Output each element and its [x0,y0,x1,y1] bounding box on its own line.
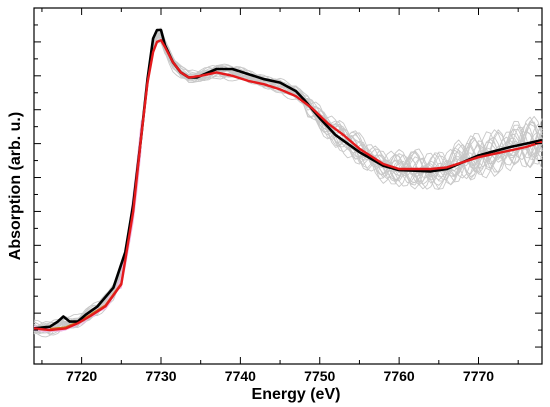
x-axis-title: Energy (eV) [252,386,341,403]
grey-curve [33,29,543,329]
x-tick-label: 7760 [384,368,415,384]
grey-curve [33,32,543,330]
grey-curve [33,32,543,329]
grey-curve [33,34,543,333]
x-tick-label: 7750 [304,368,335,384]
x-tick-labels: 7720 7730 7740 7750 7760 7770 [66,368,494,384]
main-curves [33,28,543,332]
grey-curve [33,32,543,332]
pink-curve [33,126,142,331]
grey-curve [33,29,543,332]
x-tick-label: 7720 [66,368,97,384]
grey-curve [33,34,543,329]
x-tick-label: 7770 [463,368,494,384]
grey-curve [33,31,543,331]
x-tick-label: 7730 [145,368,176,384]
x-tick-label: 7740 [225,368,256,384]
pink-curve [33,149,142,333]
pink-curves [33,120,142,333]
black-series-line [33,28,543,330]
plot-frame [33,7,543,365]
pink-curve [33,142,142,332]
grey-curve [33,35,543,333]
red-series-line [33,39,543,332]
pink-curve [33,146,142,332]
axis-ticks [34,7,542,364]
grey-curve [33,34,543,332]
pink-curve [33,133,142,333]
y-axis-title: Absorption (arb. u.) [7,112,24,260]
pink-curve [33,120,142,333]
